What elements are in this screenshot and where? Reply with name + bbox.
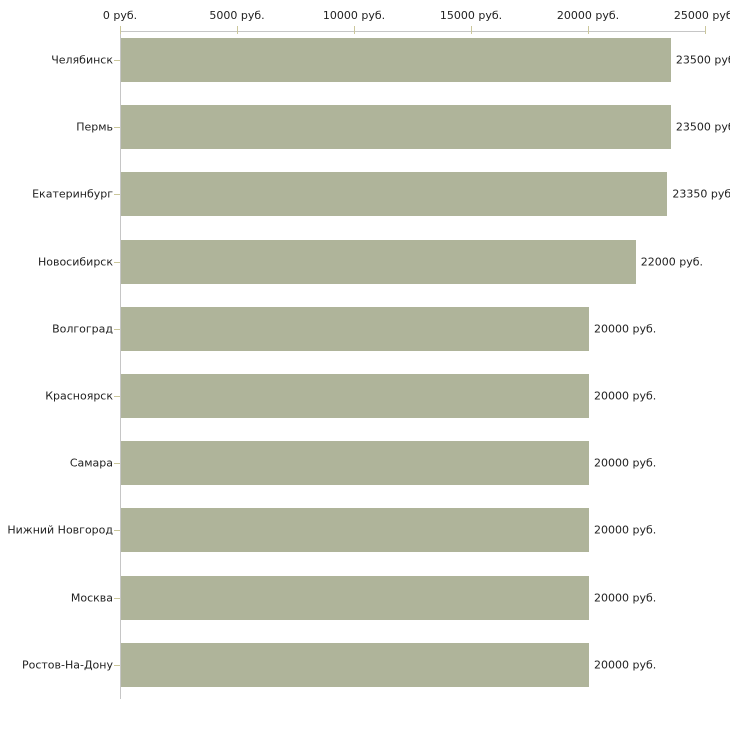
category-label: Ростов-На-Дону xyxy=(21,658,113,672)
value-label: 22000 руб. xyxy=(640,255,704,269)
category-tick xyxy=(114,127,120,129)
category-label: Нижний Новгород xyxy=(7,523,113,537)
bar-9 xyxy=(121,642,589,687)
value-label: 23500 руб. xyxy=(675,53,730,67)
x-axis-tick xyxy=(705,26,706,34)
x-axis-tick xyxy=(354,26,355,34)
x-axis-tick xyxy=(471,26,472,34)
x-axis-tick xyxy=(237,26,238,34)
category-tick xyxy=(114,664,120,666)
x-axis-tick xyxy=(588,26,589,34)
x-axis-tick-label: 15000 руб. xyxy=(439,9,503,22)
category-tick xyxy=(114,396,120,397)
category-label: Новосибирск xyxy=(37,255,113,269)
category-tick xyxy=(114,261,120,263)
bar-4 xyxy=(121,306,589,351)
bar-5 xyxy=(121,374,589,418)
category-tick xyxy=(114,463,120,465)
value-label: 23350 руб. xyxy=(672,187,730,201)
value-label: 20000 руб. xyxy=(594,658,657,672)
bar-2 xyxy=(121,172,668,217)
category-label: Екатеринбург xyxy=(32,187,113,201)
category-tick xyxy=(114,194,120,196)
category-label: Самара xyxy=(69,456,113,470)
value-label: 20000 руб. xyxy=(594,389,657,403)
category-tick xyxy=(114,530,120,532)
x-axis-tick-label: 10000 руб. xyxy=(322,9,386,22)
category-tick xyxy=(114,328,120,330)
bar-3 xyxy=(121,239,636,284)
value-label: 23500 руб. xyxy=(675,120,730,134)
y-axis-line xyxy=(120,31,121,699)
value-label: 20000 руб. xyxy=(594,591,657,605)
bar-7 xyxy=(121,508,589,553)
value-label: 20000 руб. xyxy=(594,322,657,336)
value-label: 20000 руб. xyxy=(594,523,657,537)
x-axis-line xyxy=(120,31,705,32)
x-axis-tick xyxy=(120,26,121,34)
bar-6 xyxy=(121,441,589,486)
value-label: 20000 руб. xyxy=(594,456,657,470)
x-axis-tick-label: 0 руб. xyxy=(102,9,138,22)
category-label: Челябинск xyxy=(51,53,113,67)
bar-0 xyxy=(121,38,671,82)
bar-8 xyxy=(121,575,589,620)
x-axis-tick-label: 25000 руб. xyxy=(673,9,730,22)
bar-1 xyxy=(121,105,671,150)
category-label: Москва xyxy=(70,591,113,605)
category-label: Красноярск xyxy=(45,389,113,403)
category-label: Волгоград xyxy=(52,322,113,336)
category-label: Пермь xyxy=(76,120,113,134)
x-axis-tick-label: 20000 руб. xyxy=(556,9,620,22)
category-tick xyxy=(114,60,120,61)
x-axis-tick-label: 5000 руб. xyxy=(209,9,265,22)
category-tick xyxy=(114,597,120,599)
